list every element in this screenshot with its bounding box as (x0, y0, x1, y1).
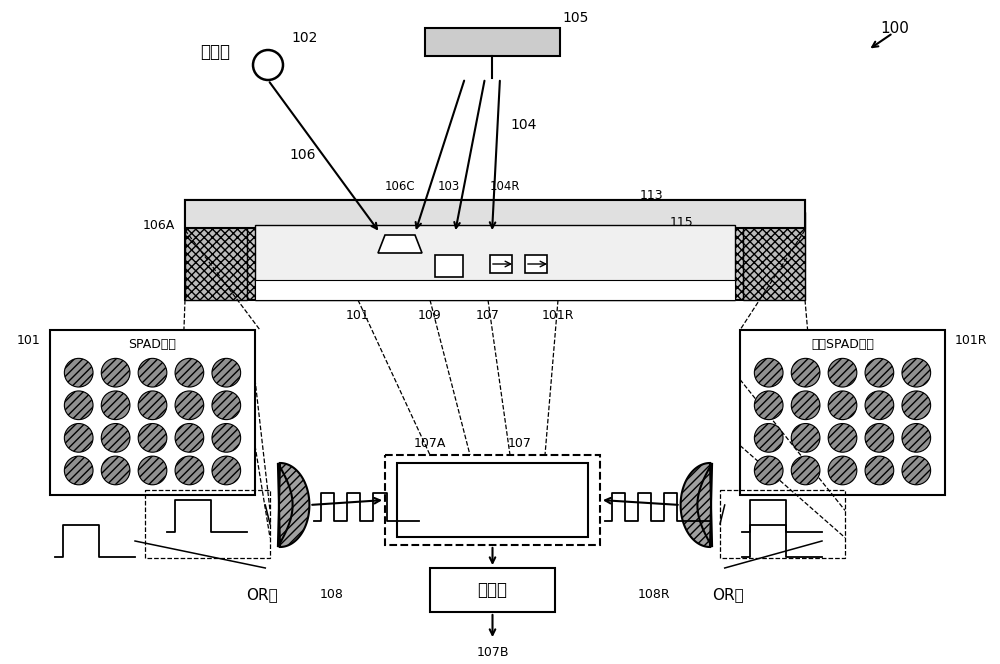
Text: 115: 115 (670, 216, 694, 228)
Text: 100: 100 (881, 21, 909, 35)
Text: 环境源: 环境源 (200, 43, 230, 61)
Circle shape (865, 456, 894, 485)
Circle shape (175, 391, 204, 420)
Circle shape (101, 424, 130, 452)
Circle shape (791, 391, 820, 420)
Text: 101: 101 (346, 309, 370, 321)
Bar (430, 568, 555, 612)
Circle shape (212, 456, 241, 485)
Circle shape (902, 424, 931, 452)
Circle shape (754, 391, 783, 420)
Text: 107A: 107A (414, 436, 446, 450)
Bar (385, 455, 600, 545)
Text: 处理器: 处理器 (478, 581, 508, 599)
Circle shape (253, 50, 283, 80)
Circle shape (754, 456, 783, 485)
Text: ToF直方图
生成: ToF直方图 生成 (464, 481, 521, 519)
Circle shape (865, 424, 894, 452)
Circle shape (902, 359, 931, 387)
Bar (720, 490, 845, 558)
Circle shape (791, 456, 820, 485)
Text: 106: 106 (290, 148, 316, 162)
Text: 106A: 106A (143, 218, 175, 232)
Circle shape (64, 359, 93, 387)
Bar (185, 212, 247, 300)
Text: 113: 113 (640, 189, 664, 201)
Text: 103: 103 (438, 179, 460, 193)
Circle shape (175, 359, 204, 387)
Circle shape (828, 456, 857, 485)
Text: 参考SPAD阵列: 参考SPAD阵列 (811, 337, 874, 351)
Text: 108R: 108R (638, 588, 671, 602)
Text: OR树: OR树 (712, 588, 744, 602)
Bar (740, 330, 945, 495)
Bar (397, 463, 588, 537)
Text: 107: 107 (476, 309, 500, 321)
Circle shape (828, 424, 857, 452)
Circle shape (828, 391, 857, 420)
Bar (435, 255, 463, 277)
Polygon shape (278, 463, 309, 547)
Circle shape (754, 424, 783, 452)
Circle shape (64, 456, 93, 485)
Circle shape (138, 359, 167, 387)
Circle shape (101, 359, 130, 387)
Circle shape (212, 424, 241, 452)
Circle shape (138, 391, 167, 420)
Circle shape (138, 456, 167, 485)
Bar (525, 255, 547, 273)
Bar (185, 200, 805, 228)
Bar (743, 212, 805, 300)
Text: 107: 107 (508, 436, 532, 450)
Text: 107B: 107B (476, 645, 509, 659)
Bar (255, 280, 735, 300)
Bar (255, 225, 735, 300)
Bar (145, 490, 270, 558)
Text: 106C: 106C (385, 179, 415, 193)
Circle shape (754, 359, 783, 387)
Circle shape (138, 424, 167, 452)
Circle shape (212, 359, 241, 387)
Polygon shape (681, 463, 712, 547)
Circle shape (175, 424, 204, 452)
Circle shape (101, 391, 130, 420)
Circle shape (865, 391, 894, 420)
Text: 105: 105 (563, 11, 589, 25)
Circle shape (791, 359, 820, 387)
Circle shape (101, 456, 130, 485)
Circle shape (828, 359, 857, 387)
Circle shape (791, 424, 820, 452)
Bar (50, 330, 255, 495)
Bar (490, 255, 512, 273)
Circle shape (212, 391, 241, 420)
Circle shape (64, 391, 93, 420)
Text: 102: 102 (292, 31, 318, 45)
Text: 109: 109 (418, 309, 442, 321)
Text: 101R: 101R (955, 333, 987, 347)
Circle shape (64, 424, 93, 452)
Text: 101: 101 (16, 333, 40, 347)
Text: 104R: 104R (490, 179, 520, 193)
Text: SPAD阵列: SPAD阵列 (129, 337, 176, 351)
Polygon shape (378, 235, 422, 253)
Circle shape (175, 456, 204, 485)
Bar (185, 200, 805, 300)
Text: 104: 104 (511, 118, 537, 132)
Text: OR树: OR树 (246, 588, 278, 602)
Circle shape (902, 456, 931, 485)
Bar (425, 28, 560, 56)
Text: 108: 108 (319, 588, 343, 602)
Circle shape (902, 391, 931, 420)
Text: 101R: 101R (542, 309, 574, 321)
Circle shape (865, 359, 894, 387)
